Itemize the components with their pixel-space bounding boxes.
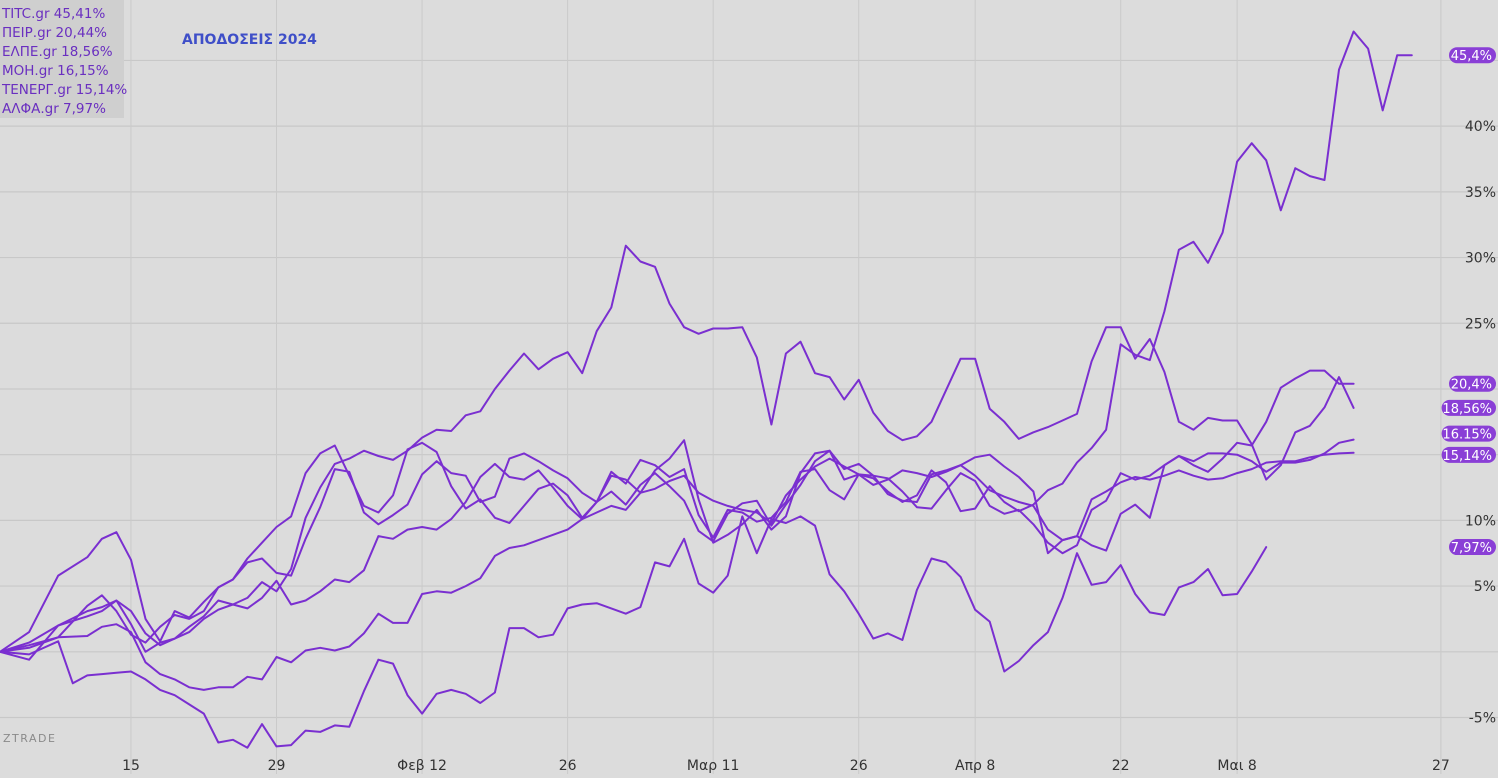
legend: TITC.gr 45,41% ΠΕΙΡ.gr 20,44% ΕΛΠΕ.gr 18,5… bbox=[1, 6, 127, 117]
end-label-pill bbox=[1449, 47, 1496, 64]
x-tick-label: 29 bbox=[268, 758, 286, 774]
chart-title: ΑΠΟΔΟΣΕΙΣ 2024 bbox=[182, 32, 317, 48]
x-tick-label: Μαρ 11 bbox=[687, 758, 739, 774]
x-tick-label: 26 bbox=[850, 758, 868, 774]
legend-entry: ΤΕΝΕΡΓ.gr 15,14% bbox=[1, 82, 127, 98]
end-label-text: 18,56% bbox=[1442, 402, 1492, 417]
series-line-1 bbox=[0, 30, 1413, 653]
y-tick-label: 40% bbox=[1465, 119, 1496, 135]
series-line-5 bbox=[0, 451, 1355, 691]
y-tick-label: 25% bbox=[1465, 316, 1496, 332]
end-label-pill bbox=[1441, 399, 1496, 416]
legend-box bbox=[0, 0, 124, 118]
series-line-3 bbox=[0, 244, 1355, 653]
legend-entry: ΠΕΙΡ.gr 20,44% bbox=[2, 25, 107, 41]
x-axis-tick-labels: 15 29 Φεβ 12 26 Μαρ 11 26 Απρ 8 22 Μαι 8 27 bbox=[122, 758, 1450, 774]
horizontal-gridlines bbox=[0, 59, 1498, 719]
end-label-pill bbox=[1441, 425, 1496, 442]
end-label-text: 15,14% bbox=[1442, 449, 1492, 464]
end-label-pill bbox=[1449, 375, 1496, 392]
x-tick-label: 26 bbox=[559, 758, 577, 774]
y-tick-label: 5% bbox=[1474, 579, 1496, 595]
series-end-labels: 45,4% 20,4% 18,56% 16.15% 15,14% 7,97% bbox=[1441, 47, 1496, 556]
end-label-text: 20,4% bbox=[1451, 378, 1492, 393]
legend-entry: ΑΛΦΑ.gr 7,97% bbox=[2, 101, 106, 117]
legend-entry: ΕΛΠΕ.gr 18,56% bbox=[2, 44, 113, 60]
end-label-pill bbox=[1441, 446, 1496, 463]
end-label-text: 7,97% bbox=[1451, 541, 1492, 556]
legend-entry: ΜΟΗ.gr 16,15% bbox=[2, 63, 109, 79]
y-tick-label: -5% bbox=[1469, 710, 1496, 726]
x-tick-label: 27 bbox=[1432, 758, 1450, 774]
end-label-pill bbox=[1449, 539, 1496, 556]
series-line-4 bbox=[0, 438, 1355, 661]
legend-entry: TITC.gr 45,41% bbox=[1, 6, 105, 22]
x-tick-label: 15 bbox=[122, 758, 140, 774]
end-label-text: 45,4% bbox=[1451, 49, 1492, 64]
y-tick-label: 35% bbox=[1465, 185, 1496, 201]
end-label-text: 16.15% bbox=[1442, 428, 1492, 443]
y-tick-label: 10% bbox=[1465, 513, 1496, 529]
series-line-6 bbox=[0, 515, 1268, 749]
y-axis-tick-labels: -5% 5% 10% 25% 30% 35% 40% bbox=[1465, 119, 1496, 726]
x-tick-label: 22 bbox=[1112, 758, 1130, 774]
series-lines bbox=[0, 30, 1413, 749]
x-tick-label: Φεβ 12 bbox=[397, 758, 447, 774]
x-tick-label: Μαι 8 bbox=[1217, 758, 1256, 774]
vertical-gridlines bbox=[130, 0, 1442, 774]
ztrade-watermark: ZTRADE bbox=[3, 732, 56, 745]
y-tick-label: 30% bbox=[1465, 251, 1496, 267]
series-line-2 bbox=[0, 369, 1355, 653]
x-tick-label: Απρ 8 bbox=[955, 758, 995, 774]
